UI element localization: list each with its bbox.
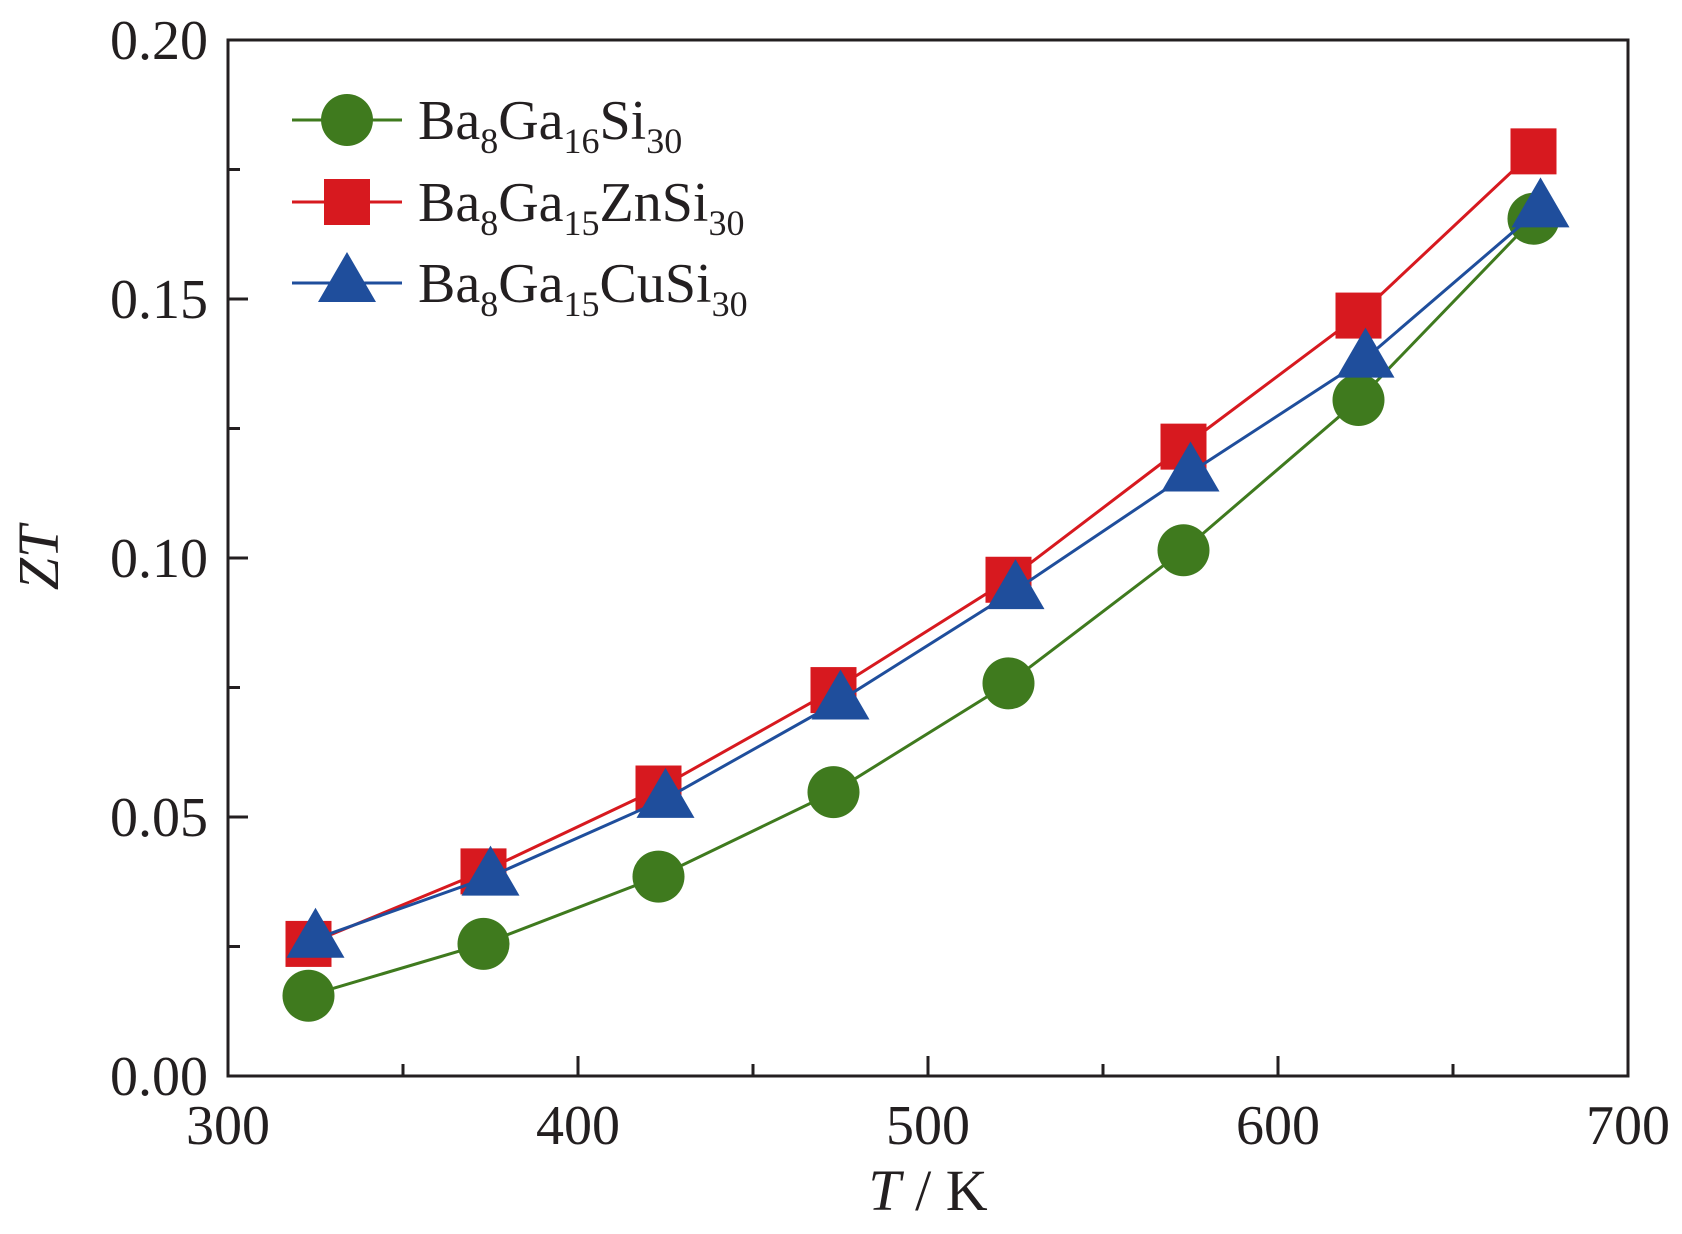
series-0-point-0 xyxy=(282,969,335,1022)
legend-label-subscript: 15 xyxy=(564,284,600,324)
x-axis-title-symbol: T xyxy=(868,1158,904,1223)
legend-entry-2: Ba8Ga15CuSi30 xyxy=(292,252,748,324)
y-tick-label: 0.05 xyxy=(110,787,208,849)
y-tick-label: 0.20 xyxy=(110,10,208,72)
legend-label-subscript: 8 xyxy=(480,121,498,161)
legend-label-subscript: 8 xyxy=(480,203,498,243)
series-0-point-5 xyxy=(1157,524,1210,577)
series-1-point-7 xyxy=(1510,128,1557,175)
series-2-point-1 xyxy=(461,845,520,896)
series-2-point-5 xyxy=(1161,441,1220,492)
series-layer xyxy=(282,128,1570,1022)
series-2 xyxy=(286,177,1570,958)
legend-entry-1: Ba8Ga15ZnSi30 xyxy=(292,172,744,243)
legend-label: Ba8Ga15ZnSi30 xyxy=(418,172,744,243)
y-axis-title: ZT xyxy=(6,522,71,590)
x-tick-label: 500 xyxy=(886,1095,970,1157)
x-tick-label: 700 xyxy=(1586,1095,1670,1157)
x-tick-label: 600 xyxy=(1236,1095,1320,1157)
x-axis-title-unit: / K xyxy=(901,1158,988,1223)
legend-label-subscript: 30 xyxy=(646,121,682,161)
legend-label-text: Ga xyxy=(498,90,563,152)
legend-marker xyxy=(318,252,376,302)
series-0-point-3 xyxy=(807,766,860,819)
series-0-line xyxy=(308,217,1535,998)
series-2-point-4 xyxy=(986,559,1045,610)
series-1-line xyxy=(307,150,1535,946)
x-tick-label: 300 xyxy=(186,1095,270,1157)
series-0-point-4 xyxy=(982,657,1035,710)
legend-label-text: ZnSi xyxy=(600,172,709,234)
legend-label-text: Ga xyxy=(498,253,563,315)
y-tick-label: 0.00 xyxy=(110,1046,208,1108)
legend-marker xyxy=(324,179,370,225)
legend-label-text: Ba xyxy=(418,253,480,315)
x-axis-title: T / K xyxy=(868,1158,987,1223)
legend-label-subscript: 8 xyxy=(480,284,498,324)
x-tick-label: 400 xyxy=(536,1095,620,1157)
series-2-line xyxy=(314,207,1542,941)
legend-label: Ba8Ga16Si30 xyxy=(418,90,682,161)
series-0-point-2 xyxy=(632,850,685,903)
series-0-point-6 xyxy=(1332,374,1385,427)
y-tick-label: 0.15 xyxy=(110,269,208,331)
series-2-point-6 xyxy=(1336,327,1395,378)
legend-label-subscript: 16 xyxy=(564,121,600,161)
legend-label-text: Ba xyxy=(418,172,480,234)
series-2-point-7 xyxy=(1511,177,1570,228)
axes-layer: 300 400 500 600 700 0.00 0.05 0.10 0.15 0.20 xyxy=(110,10,1670,1157)
series-2-point-2 xyxy=(636,767,695,818)
y-tick-label: 0.10 xyxy=(110,528,208,590)
legend-marker xyxy=(321,94,373,146)
legend-entry-0: Ba8Ga16Si30 xyxy=(292,90,682,161)
series-0-point-1 xyxy=(457,917,510,970)
series-2-point-0 xyxy=(286,907,345,958)
legend-label-text: CuSi xyxy=(600,253,712,315)
legend-label-text: Si xyxy=(600,90,647,152)
legend-label-text: Ga xyxy=(498,172,563,234)
series-1-point-6 xyxy=(1335,292,1382,339)
legend-label-subscript: 30 xyxy=(712,284,748,324)
legend-label-text: Ba xyxy=(418,90,480,152)
legend-label: Ba8Ga15CuSi30 xyxy=(418,253,748,324)
series-2-point-3 xyxy=(811,669,870,720)
legend-label-subscript: 15 xyxy=(564,203,600,243)
legend-label-subscript: 30 xyxy=(708,203,744,243)
